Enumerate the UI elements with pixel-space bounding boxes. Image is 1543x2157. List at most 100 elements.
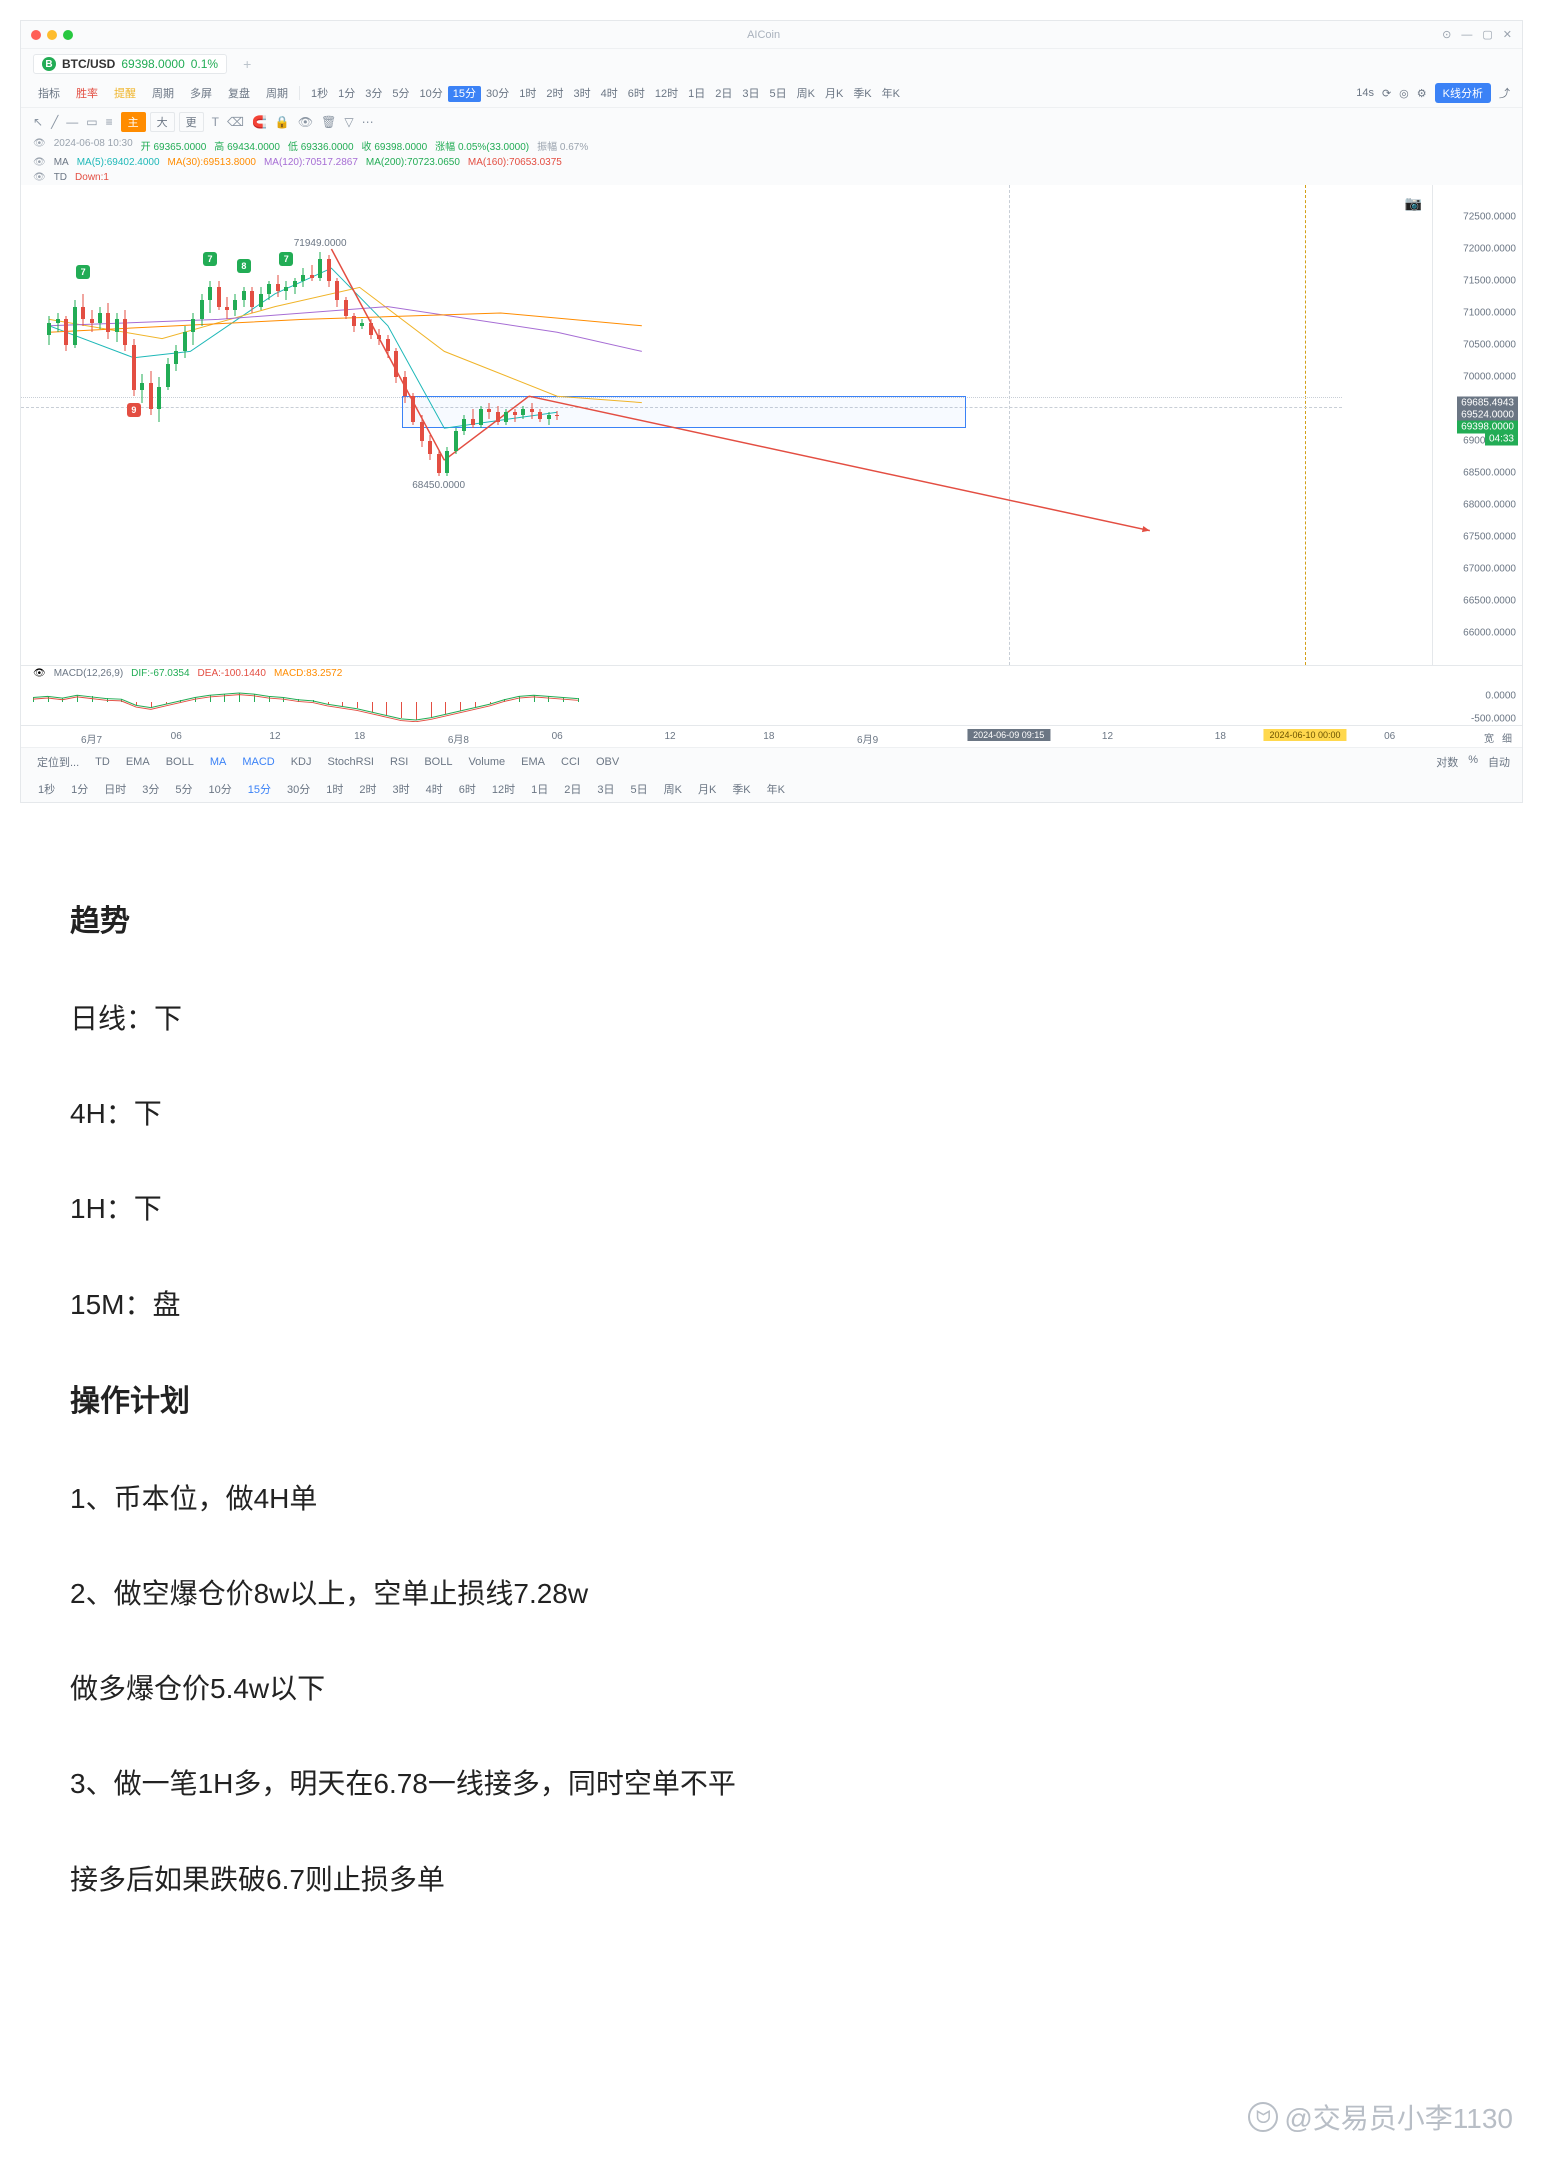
indicator-BOLL[interactable]: BOLL (420, 754, 456, 770)
timeframe-15分[interactable]: 15分 (448, 86, 481, 102)
tf2-周K[interactable]: 周K (659, 780, 687, 798)
time-axis-set1[interactable]: 宽 (1484, 730, 1494, 745)
search-icon[interactable]: ⊙ (1442, 28, 1451, 41)
tf2-年K[interactable]: 年K (762, 780, 790, 798)
indicator-TD[interactable]: TD (91, 754, 114, 770)
timeframe-5分[interactable]: 5分 (387, 86, 414, 102)
trash-icon[interactable]: 🗑 (321, 115, 336, 129)
indicator-定位到...[interactable]: 定位到... (33, 752, 83, 772)
timeframe-5日[interactable]: 5日 (765, 86, 792, 102)
timeframe-1秒[interactable]: 1秒 (306, 86, 333, 102)
cycle2-button[interactable]: 周期 (261, 83, 293, 103)
zoom-main[interactable]: 主 (121, 112, 146, 132)
tf2-月K[interactable]: 月K (693, 780, 721, 798)
tf2-3分[interactable]: 3分 (137, 780, 164, 798)
tf2-15分[interactable]: 15分 (243, 780, 276, 798)
rect-tool-icon[interactable]: ▭ (86, 115, 97, 129)
indicator-EMA[interactable]: EMA (122, 754, 154, 770)
close-icon[interactable]: ✕ (1503, 28, 1512, 41)
indicator-MA[interactable]: MA (206, 754, 231, 770)
indicator-button[interactable]: 指标 (33, 83, 65, 103)
kline-analysis-button[interactable]: K线分析 (1435, 83, 1491, 103)
timeframe-季K[interactable]: 季K (848, 86, 876, 102)
tf2-5分[interactable]: 5分 (170, 780, 197, 798)
eye-icon[interactable]: 👁 (298, 115, 313, 129)
timeframe-4时[interactable]: 4时 (596, 86, 623, 102)
macd-eye-icon[interactable]: 👁 (33, 668, 46, 679)
maximize-icon[interactable]: ▢ (1482, 28, 1492, 41)
share-icon[interactable]: ⤴ (1499, 85, 1510, 101)
tf2-10分[interactable]: 10分 (204, 780, 237, 798)
window-max-icon[interactable] (63, 30, 73, 40)
timeframe-3时[interactable]: 3时 (569, 86, 596, 102)
indicator-MACD[interactable]: MACD (238, 754, 278, 770)
winrate-button[interactable]: 胜率 (71, 83, 103, 103)
screenshot-icon[interactable]: ◎ (1399, 87, 1409, 100)
timeframe-12时[interactable]: 12时 (650, 86, 683, 102)
cycle-button[interactable]: 周期 (147, 83, 179, 103)
indicator-BOLL[interactable]: BOLL (162, 754, 198, 770)
bt-right-%[interactable]: % (1468, 754, 1478, 770)
timeframe-年K[interactable]: 年K (877, 86, 905, 102)
timeframe-3分[interactable]: 3分 (360, 86, 387, 102)
timeframe-月K[interactable]: 月K (820, 86, 848, 102)
tf2-4时[interactable]: 4时 (421, 780, 448, 798)
timeframe-2时[interactable]: 2时 (541, 86, 568, 102)
refresh-icon[interactable]: ⟳ (1382, 87, 1391, 100)
more-icon[interactable]: ⋯ (362, 115, 374, 129)
indicator-StochRSI[interactable]: StochRSI (324, 754, 378, 770)
indicator-Volume[interactable]: Volume (464, 754, 509, 770)
tf2-3时[interactable]: 3时 (388, 780, 415, 798)
tf2-1时[interactable]: 1时 (321, 780, 348, 798)
tf2-3日[interactable]: 3日 (592, 780, 619, 798)
timeframe-6时[interactable]: 6时 (623, 86, 650, 102)
horiz-tool-icon[interactable]: — (66, 115, 78, 129)
timeframe-2日[interactable]: 2日 (710, 86, 737, 102)
tf2-5日[interactable]: 5日 (626, 780, 653, 798)
minimize-icon[interactable]: — (1461, 29, 1472, 41)
indicator-EMA[interactable]: EMA (517, 754, 549, 770)
settings-icon[interactable]: ⚙ (1417, 87, 1427, 100)
window-min-icon[interactable] (47, 30, 57, 40)
tf2-1日[interactable]: 1日 (526, 780, 553, 798)
indicator-RSI[interactable]: RSI (386, 754, 412, 770)
window-close-icon[interactable] (31, 30, 41, 40)
cursor-icon[interactable]: ↖ (33, 115, 43, 129)
zoom-big[interactable]: 大 (150, 112, 175, 132)
symbol-tab[interactable]: B BTC/USD 69398.0000 0.1% (33, 54, 227, 74)
time-axis-set2[interactable]: 细 (1502, 730, 1512, 745)
indicator-CCI[interactable]: CCI (557, 754, 584, 770)
timeframe-3日[interactable]: 3日 (737, 86, 764, 102)
zoom-more[interactable]: 更 (179, 112, 204, 132)
price-chart[interactable]: 71949.000068450.000079787 72500.00007200… (21, 185, 1522, 665)
line-tool-icon[interactable]: ╱ (51, 115, 58, 129)
indicator-OBV[interactable]: OBV (592, 754, 623, 770)
ma-eye-icon[interactable]: 👁 (33, 157, 46, 168)
bt-right-对数[interactable]: 对数 (1436, 754, 1458, 770)
replay-button[interactable]: 复盘 (223, 83, 255, 103)
lock-icon[interactable]: 🔒 (275, 115, 290, 129)
tf2-30分[interactable]: 30分 (282, 780, 315, 798)
tf2-1秒[interactable]: 1秒 (33, 780, 60, 798)
timeframe-周K[interactable]: 周K (792, 86, 820, 102)
multi-button[interactable]: 多屏 (185, 83, 217, 103)
timeframe-1时[interactable]: 1时 (514, 86, 541, 102)
tf2-6时[interactable]: 6时 (454, 780, 481, 798)
camera-icon[interactable]: 📷 (1405, 195, 1422, 212)
tf2-2时[interactable]: 2时 (354, 780, 381, 798)
timeframe-1分[interactable]: 1分 (333, 86, 360, 102)
tf2-季K[interactable]: 季K (727, 780, 755, 798)
bt-right-自动[interactable]: 自动 (1488, 754, 1510, 770)
timeframe-30分[interactable]: 30分 (481, 86, 514, 102)
erase-tool-icon[interactable]: ⌫ (227, 115, 244, 129)
ohlc-eye-icon[interactable]: 👁 (33, 138, 46, 153)
tf2-1分[interactable]: 1分 (66, 780, 93, 798)
td-eye-icon[interactable]: 👁 (33, 172, 46, 183)
timeframe-10分[interactable]: 10分 (415, 86, 448, 102)
filter-icon[interactable]: ▽ (344, 115, 353, 129)
timeframe-1日[interactable]: 1日 (683, 86, 710, 102)
add-tab-button[interactable]: + (235, 56, 259, 72)
fib-tool-icon[interactable]: ≡ (106, 115, 113, 129)
magnet-icon[interactable]: 🧲 (252, 115, 267, 129)
text-tool-icon[interactable]: T (212, 115, 219, 129)
